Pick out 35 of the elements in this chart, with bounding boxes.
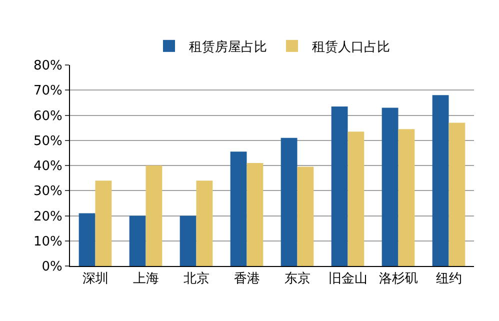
- y-tick-label: 80%: [33, 58, 62, 74]
- y-tick-label: 10%: [33, 234, 62, 250]
- bar: [382, 108, 398, 266]
- bar: [331, 106, 348, 266]
- bar: [280, 138, 298, 266]
- y-tick-label: 30%: [33, 184, 62, 200]
- x-tick-label: 北京: [183, 272, 210, 287]
- bar: [180, 216, 196, 266]
- y-tick-label: 40%: [33, 159, 62, 174]
- x-tick-label: 洛杉矶: [378, 272, 418, 287]
- bar: [78, 213, 96, 266]
- bar: [95, 180, 112, 266]
- x-tick-label: 纽约: [436, 272, 462, 287]
- x-tick-label: 东京: [284, 272, 310, 287]
- x-tick-label: 香港: [234, 272, 260, 287]
- bar: [196, 180, 213, 266]
- y-tick-label: 60%: [33, 108, 62, 124]
- bar: [348, 132, 364, 266]
- x-tick-label: 深圳: [82, 272, 108, 287]
- x-tick-label: 上海: [132, 272, 159, 287]
- bar: [129, 216, 146, 266]
- y-tick-label: 0%: [42, 260, 62, 275]
- bar: [432, 95, 449, 266]
- legend-label: 租赁房屋占比: [189, 39, 267, 55]
- bar: [246, 162, 264, 266]
- y-tick-label: 20%: [33, 209, 62, 224]
- y-tick-label: 70%: [33, 84, 62, 99]
- x-tick-label: 旧金山: [328, 272, 368, 287]
- bar: [146, 166, 162, 266]
- y-tick-label: 50%: [33, 134, 62, 149]
- bar: [448, 122, 466, 266]
- bar: [230, 152, 247, 266]
- legend-label: 租赁人口占比: [312, 40, 390, 55]
- bar: [398, 129, 415, 266]
- bar: [297, 166, 314, 266]
